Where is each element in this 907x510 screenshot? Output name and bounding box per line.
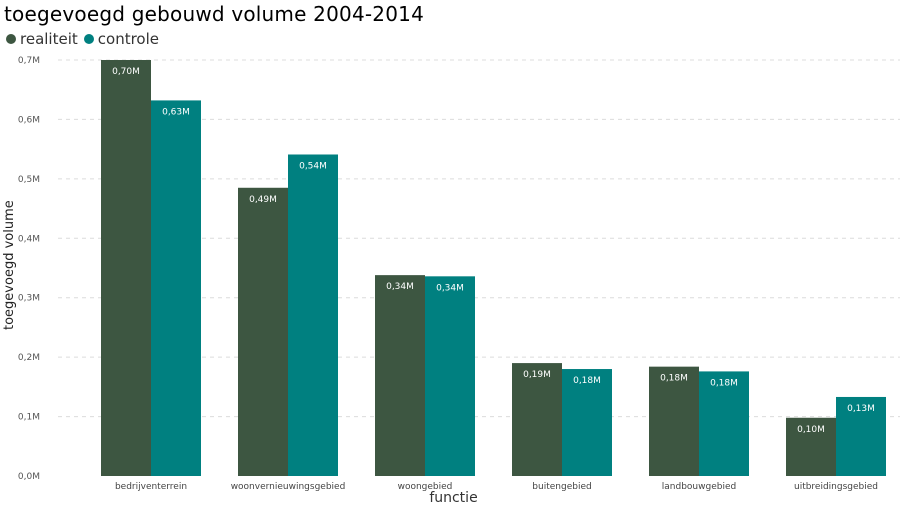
- bar-realiteit-landbouwgebied[interactable]: [649, 366, 699, 476]
- legend-label-controle: controle: [97, 30, 159, 48]
- y-tick-label: 0,1M: [18, 413, 40, 423]
- bar-realiteit-woonvernieuwingsgebied[interactable]: [238, 187, 288, 476]
- y-tick-label: 0,2M: [18, 353, 40, 363]
- legend-marker-realiteit: [6, 34, 16, 44]
- bar-controle-uitbreidingsgebied[interactable]: [836, 396, 886, 476]
- x-tick-label: uitbreidingsgebied: [794, 482, 878, 492]
- data-label: 0,63M: [162, 107, 190, 117]
- bar-controle-buitengebied[interactable]: [562, 369, 612, 476]
- data-label: 0,10M: [797, 425, 825, 435]
- bar-controle-landbouwgebied[interactable]: [699, 371, 749, 476]
- data-label: 0,34M: [386, 282, 414, 292]
- data-label: 0,18M: [710, 378, 738, 388]
- legend-marker-controle: [83, 34, 94, 44]
- y-tick-label: 0,3M: [18, 294, 40, 304]
- y-tick-label: 0,5M: [18, 175, 40, 185]
- legend-label-realiteit: realiteit: [20, 30, 78, 48]
- legend: realiteit controle: [6, 30, 165, 48]
- data-label: 0,19M: [523, 370, 551, 380]
- bar-controle-woonvernieuwingsgebied[interactable]: [288, 154, 338, 476]
- x-tick-label: landbouwgebied: [662, 482, 736, 492]
- data-label: 0,18M: [660, 374, 688, 384]
- x-axis-label: functie: [429, 490, 478, 506]
- bar-realiteit-uitbreidingsgebied[interactable]: [786, 417, 836, 476]
- bar-realiteit-buitengebied[interactable]: [512, 363, 562, 476]
- data-label: 0,13M: [847, 404, 875, 414]
- bar-controle-woongebied[interactable]: [425, 276, 475, 476]
- x-tick-label: woonvernieuwingsgebied: [231, 482, 346, 492]
- bar-realiteit-bedrijventerrein[interactable]: [101, 60, 151, 476]
- y-tick-label: 0,4M: [18, 234, 40, 244]
- data-label: 0,18M: [573, 376, 601, 386]
- x-tick-label: buitengebied: [532, 482, 591, 492]
- y-tick-label: 0,7M: [18, 56, 40, 66]
- data-label: 0,70M: [112, 67, 140, 77]
- bar-controle-bedrijventerrein[interactable]: [151, 100, 201, 476]
- bar-realiteit-woongebied[interactable]: [375, 275, 425, 476]
- legend-item-controle[interactable]: controle: [83, 30, 159, 48]
- legend-item-realiteit[interactable]: realiteit: [6, 30, 78, 48]
- x-tick-label: woongebied: [398, 482, 453, 492]
- data-label: 0,54M: [299, 161, 327, 171]
- chart-title: toegevoegd gebouwd volume 2004-2014: [4, 2, 424, 26]
- data-label: 0,34M: [436, 283, 464, 293]
- y-tick-label: 0,0M: [18, 472, 40, 482]
- x-tick-label: bedrijventerrein: [115, 482, 187, 492]
- y-tick-label: 0,6M: [18, 115, 40, 125]
- data-label: 0,49M: [249, 195, 277, 205]
